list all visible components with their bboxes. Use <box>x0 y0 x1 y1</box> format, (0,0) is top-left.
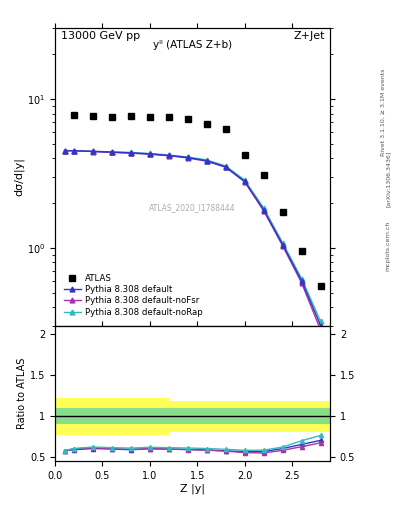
Pythia 8.308 default-noFsr <box>242 179 247 185</box>
Text: Z+Jet: Z+Jet <box>293 31 325 41</box>
Pythia 8.308 default-noRap <box>299 275 304 282</box>
Pythia 8.308 default-noFsr <box>185 155 190 161</box>
Legend: ATLAS, Pythia 8.308 default, Pythia 8.308 default-noFsr, Pythia 8.308 default-no: ATLAS, Pythia 8.308 default, Pythia 8.30… <box>62 272 205 318</box>
Pythia 8.308 default <box>185 155 190 161</box>
Pythia 8.308 default-noFsr <box>147 151 152 157</box>
Pythia 8.308 default-noRap <box>129 150 133 156</box>
ATLAS <box>91 113 95 119</box>
Pythia 8.308 default-noRap <box>280 240 285 246</box>
Line: Pythia 8.308 default-noFsr: Pythia 8.308 default-noFsr <box>62 148 323 332</box>
Pythia 8.308 default <box>91 148 95 155</box>
Pythia 8.308 default-noFsr <box>261 208 266 214</box>
Text: mcplots.cern.ch: mcplots.cern.ch <box>386 221 391 271</box>
Pythia 8.308 default-noRap <box>261 205 266 211</box>
ATLAS <box>72 112 76 118</box>
ATLAS <box>223 126 228 132</box>
Pythia 8.308 default-noRap <box>223 163 228 169</box>
Pythia 8.308 default-noRap <box>242 177 247 183</box>
ATLAS <box>318 283 323 289</box>
ATLAS <box>299 248 304 254</box>
ATLAS <box>129 113 133 119</box>
Text: Rivet 3.1.10, ≥ 3.1M events: Rivet 3.1.10, ≥ 3.1M events <box>381 69 386 156</box>
ATLAS <box>261 172 266 178</box>
Pythia 8.308 default <box>223 164 228 170</box>
Pythia 8.308 default <box>62 147 67 154</box>
Pythia 8.308 default-noRap <box>167 152 171 158</box>
Pythia 8.308 default <box>147 151 152 157</box>
Pythia 8.308 default-noFsr <box>91 148 95 155</box>
Pythia 8.308 default <box>72 147 76 154</box>
Pythia 8.308 default <box>242 178 247 184</box>
Line: Pythia 8.308 default: Pythia 8.308 default <box>62 148 323 328</box>
Pythia 8.308 default <box>299 278 304 284</box>
Pythia 8.308 default-noRap <box>110 149 114 155</box>
Text: 13000 GeV pp: 13000 GeV pp <box>61 31 140 41</box>
ATLAS <box>167 114 171 120</box>
Pythia 8.308 default <box>167 153 171 159</box>
Pythia 8.308 default-noRap <box>62 147 67 154</box>
Pythia 8.308 default-noRap <box>204 157 209 163</box>
Text: yᴵᴵ (ATLAS Z+b): yᴵᴵ (ATLAS Z+b) <box>153 40 232 50</box>
Pythia 8.308 default <box>261 207 266 213</box>
Pythia 8.308 default-noFsr <box>204 158 209 164</box>
ATLAS <box>185 116 190 122</box>
Pythia 8.308 default-noRap <box>72 147 76 154</box>
Pythia 8.308 default-noFsr <box>280 243 285 249</box>
Pythia 8.308 default-noRap <box>147 151 152 157</box>
ATLAS <box>110 114 114 120</box>
Pythia 8.308 default-noFsr <box>72 147 76 154</box>
Pythia 8.308 default-noFsr <box>223 164 228 170</box>
Pythia 8.308 default <box>204 158 209 164</box>
Pythia 8.308 default-noRap <box>185 154 190 160</box>
ATLAS <box>280 208 285 215</box>
Line: Pythia 8.308 default-noRap: Pythia 8.308 default-noRap <box>62 148 323 324</box>
ATLAS <box>204 121 209 127</box>
X-axis label: Z |y|: Z |y| <box>180 483 205 494</box>
Line: ATLAS: ATLAS <box>70 112 324 290</box>
Pythia 8.308 default <box>280 242 285 248</box>
Y-axis label: dσ/d|y|: dσ/d|y| <box>14 158 24 196</box>
Pythia 8.308 default-noFsr <box>318 327 323 333</box>
Text: ATLAS_2020_I1788444: ATLAS_2020_I1788444 <box>149 204 236 212</box>
Pythia 8.308 default-noFsr <box>299 280 304 286</box>
Pythia 8.308 default-noFsr <box>129 150 133 156</box>
Pythia 8.308 default-noRap <box>318 318 323 325</box>
Y-axis label: Ratio to ATLAS: Ratio to ATLAS <box>17 357 27 429</box>
ATLAS <box>242 152 247 158</box>
ATLAS <box>147 114 152 120</box>
Pythia 8.308 default-noFsr <box>110 150 114 156</box>
Pythia 8.308 default-noFsr <box>62 147 67 154</box>
Pythia 8.308 default <box>129 150 133 156</box>
Pythia 8.308 default-noFsr <box>167 153 171 159</box>
Pythia 8.308 default <box>110 149 114 155</box>
Text: [arXiv:1306.3436]: [arXiv:1306.3436] <box>386 151 391 207</box>
Pythia 8.308 default-noRap <box>91 148 95 154</box>
Pythia 8.308 default <box>318 323 323 329</box>
